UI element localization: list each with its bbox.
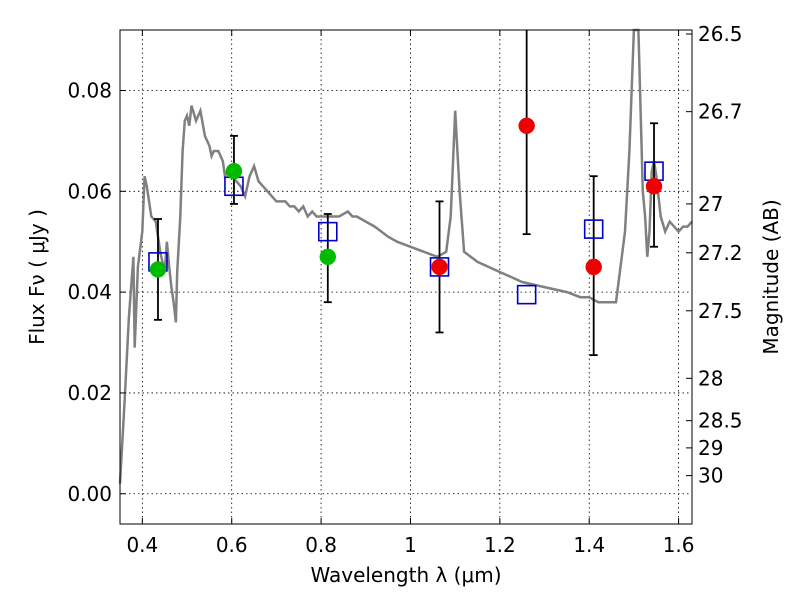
plot-frame (119, 29, 693, 525)
model-spectrum-layer (118, 28, 693, 484)
y-tick-label: 0.04 (67, 280, 112, 304)
x-tick-label: 1.4 (573, 533, 605, 557)
x-tick-label: 0.4 (126, 533, 158, 557)
optical-photometry-point (149, 261, 167, 278)
optical-photometry-point (225, 162, 243, 180)
y2-tick-label: 30 (698, 464, 723, 488)
x-tick-label: 0.8 (305, 533, 337, 557)
axis-tick-labels: 0.4 0.6 0.8 1 1.2 1.4 1.6 0.00 0.02 0.04 0.06 0.08 2… (67, 22, 742, 557)
y2-tick-label: 27 (698, 192, 723, 216)
x-tick-label: 1.6 (663, 533, 695, 557)
y2-tick-label: 29 (698, 436, 723, 460)
y2-tick-label: 26.5 (698, 22, 743, 46)
nir-photometry-point (645, 178, 663, 195)
axis-ticks (120, 30, 692, 524)
nir-photometry-point (518, 117, 535, 135)
optical-photometry-point (319, 248, 337, 266)
x-tick-label: 0.6 (216, 533, 248, 557)
x-tick-label: 1.2 (484, 533, 516, 557)
photometry-points (149, 117, 663, 278)
y2-tick-label: 27.2 (698, 241, 743, 265)
y2-tick-label: 28.5 (698, 409, 743, 433)
nir-photometry-point (585, 258, 602, 276)
nir-photometry-point (431, 258, 448, 276)
model-band-square (429, 257, 450, 277)
y2-tick-label: 27.5 (698, 299, 743, 323)
grid (120, 30, 692, 524)
y-tick-label: 0.08 (67, 78, 112, 102)
y2-axis-title: Magnitude (AB) (759, 199, 783, 354)
model-band-square (317, 221, 338, 242)
y-tick-label: 0.06 (67, 179, 112, 203)
x-axis-title: Wavelength λ (μm) (310, 563, 501, 587)
x-tick-label: 1 (404, 533, 417, 557)
model-band-square (583, 219, 604, 239)
y-tick-label: 0.02 (67, 381, 112, 405)
y-tick-label: 0.00 (67, 482, 112, 506)
y2-tick-label: 28 (698, 366, 723, 390)
y2-tick-label: 26.7 (698, 100, 743, 124)
model-band-square (516, 284, 537, 305)
model-spectrum-line (118, 28, 693, 484)
y-axis-title: Flux Fν ( μJy ) (25, 209, 49, 345)
